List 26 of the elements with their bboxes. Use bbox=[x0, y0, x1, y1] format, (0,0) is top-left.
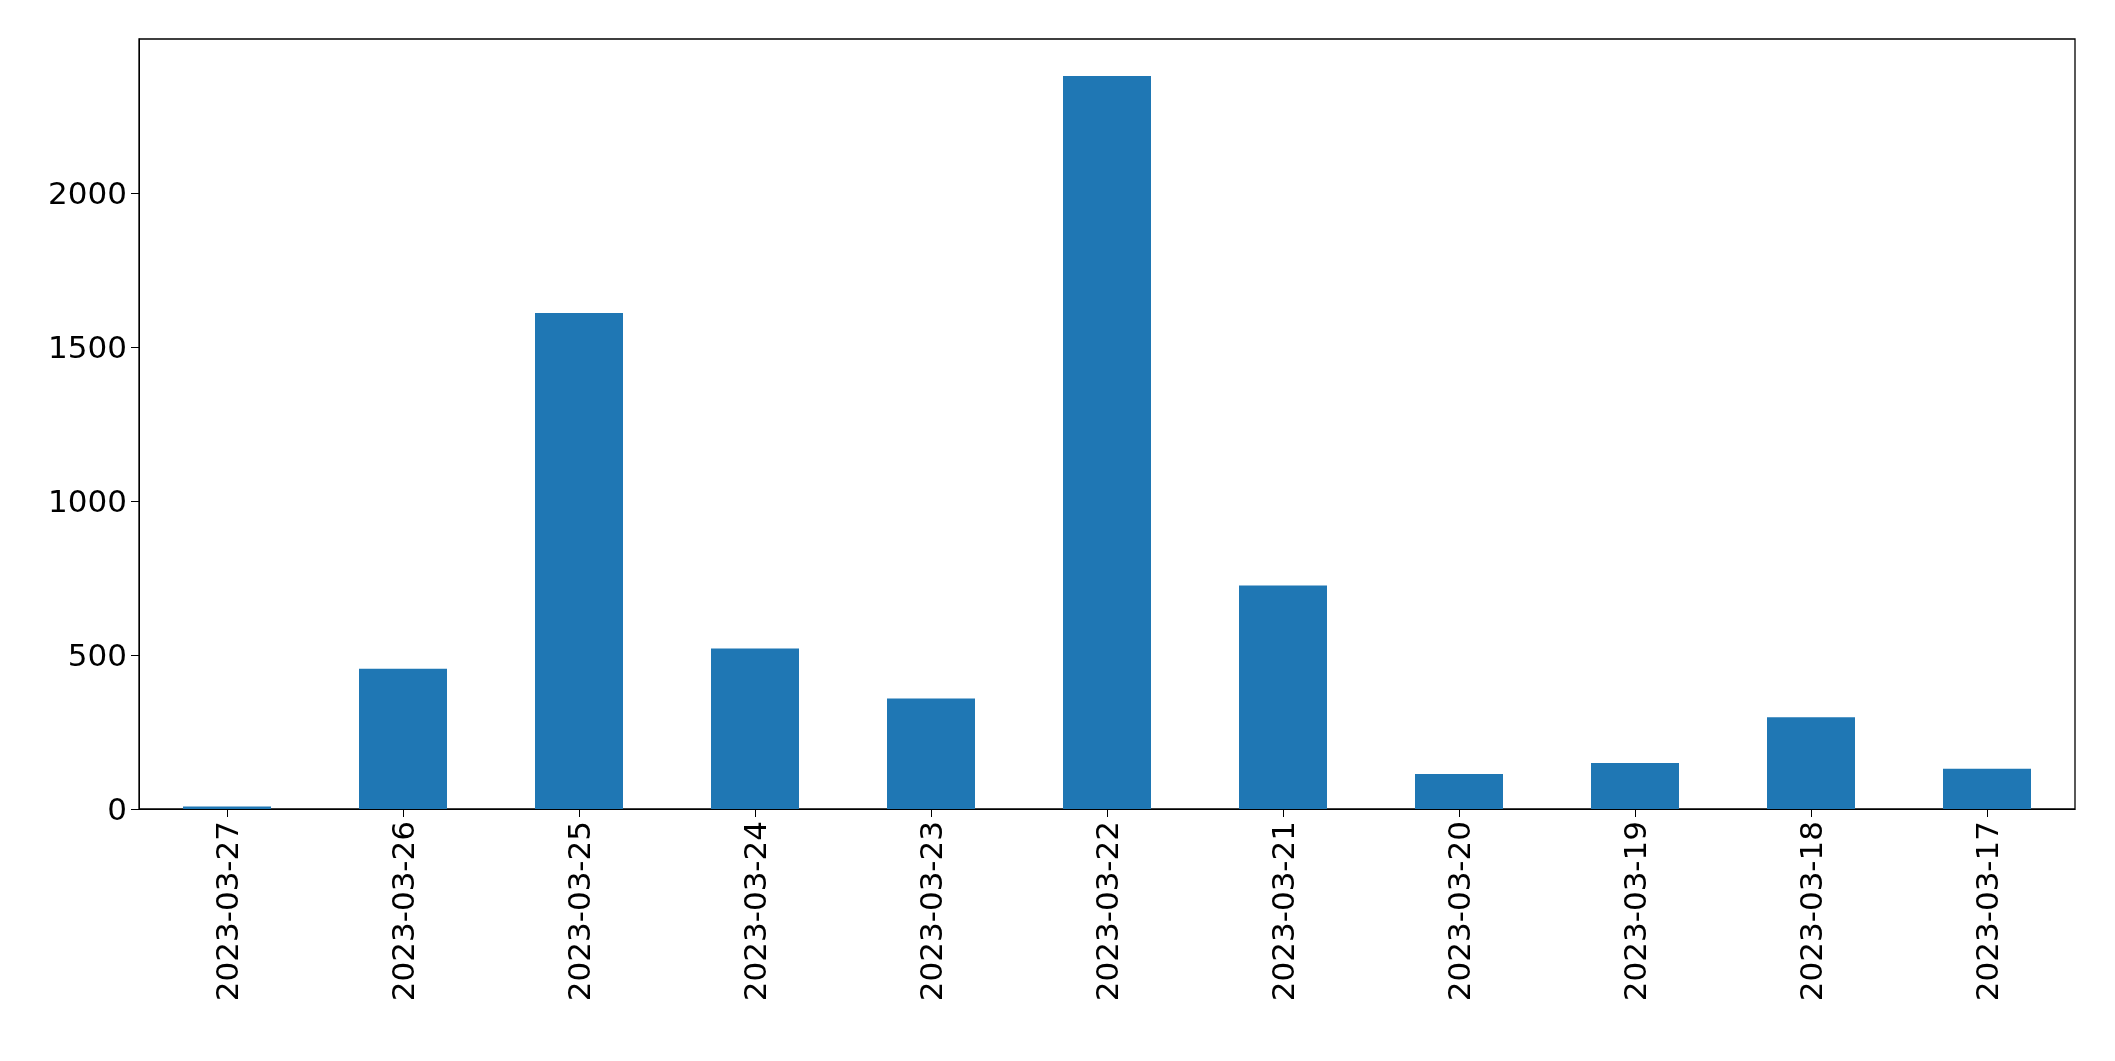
x-tick-label: 2023-03-20 bbox=[1441, 821, 1477, 1002]
bar bbox=[535, 313, 623, 809]
bar bbox=[1767, 717, 1855, 809]
bar bbox=[711, 648, 799, 809]
y-tick-label: 0 bbox=[107, 791, 127, 827]
bar bbox=[1591, 763, 1679, 809]
x-tick-label: 2023-03-17 bbox=[1969, 821, 2005, 1002]
bar bbox=[1239, 585, 1327, 809]
y-tick-label: 1500 bbox=[48, 329, 127, 365]
y-tick-label: 500 bbox=[67, 637, 127, 673]
bar bbox=[359, 668, 447, 809]
x-tick-label: 2023-03-25 bbox=[561, 821, 597, 1002]
y-tick-label: 2000 bbox=[48, 175, 127, 211]
x-tick-label: 2023-03-18 bbox=[1793, 821, 1829, 1002]
bar bbox=[1415, 773, 1503, 809]
x-tick-label: 2023-03-19 bbox=[1617, 821, 1653, 1002]
x-tick-label: 2023-03-24 bbox=[737, 821, 773, 1002]
x-tick-label: 2023-03-21 bbox=[1265, 821, 1301, 1002]
bar bbox=[887, 698, 975, 809]
x-tick-label: 2023-03-23 bbox=[913, 821, 949, 1002]
x-tick-label: 2023-03-26 bbox=[385, 821, 421, 1002]
bar bbox=[1063, 75, 1151, 809]
x-tick-label: 2023-03-22 bbox=[1089, 821, 1125, 1002]
bar bbox=[1943, 768, 2031, 809]
y-tick-label: 1000 bbox=[48, 483, 127, 519]
x-tick-label: 2023-03-27 bbox=[209, 821, 245, 1002]
